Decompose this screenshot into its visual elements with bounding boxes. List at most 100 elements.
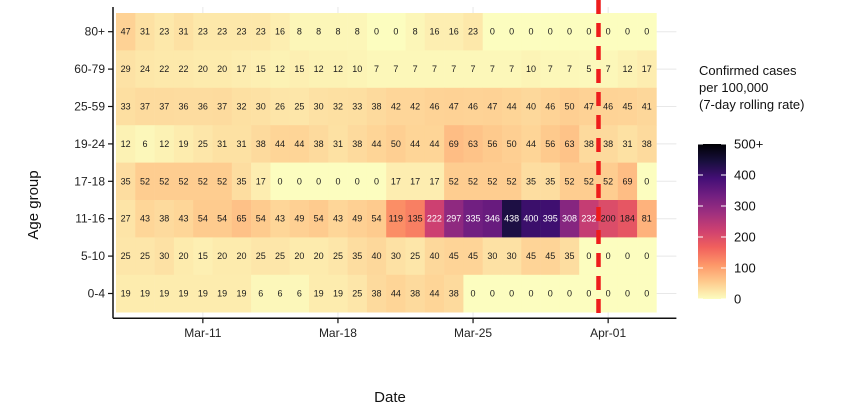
cell-value-label: 12 (121, 139, 131, 149)
cell-value-label: 0 (374, 27, 379, 37)
cell-value-label: 45 (622, 102, 632, 112)
heatmap-cell (231, 13, 252, 51)
heatmap-cell (521, 87, 541, 126)
cell-value-label: 45 (545, 251, 555, 261)
heatmap-cell (521, 162, 541, 201)
heatmap-cell (173, 200, 194, 238)
heatmap-cell (135, 200, 155, 238)
cell-value-label: 23 (159, 27, 169, 37)
heatmap-cell (463, 13, 483, 51)
cell-value-label: 42 (391, 102, 401, 112)
heatmap-cell (559, 125, 580, 163)
heatmap-cell (521, 237, 541, 276)
y-tick-label: 0-4 (88, 287, 106, 301)
cell-value-label: 232 (581, 214, 596, 224)
cell-value-label: 7 (471, 64, 476, 74)
cell-value-label: 31 (622, 139, 632, 149)
cell-value-label: 7 (432, 64, 437, 74)
cell-value-label: 44 (429, 289, 439, 299)
heatmap-cell (463, 50, 483, 89)
cell-value-label: 23 (217, 27, 227, 37)
cell-value-label: 0 (355, 176, 360, 186)
heatmap-cell (347, 237, 368, 276)
legend-title-line: Confirmed cases (699, 63, 797, 78)
heatmap-cell (212, 13, 233, 51)
cell-value-label: 25 (121, 251, 131, 261)
heatmap-cell (135, 87, 155, 126)
cell-value-label: 35 (526, 176, 536, 186)
cell-value-label: 7 (393, 64, 398, 74)
x-tick-label: Mar-18 (319, 326, 357, 340)
y-tick-label: 60-79 (74, 62, 105, 76)
cell-value-label: 7 (606, 64, 611, 74)
heatmap-cell (540, 50, 561, 89)
legend-tick-label: 0 (734, 292, 741, 307)
heatmap-cell (366, 13, 387, 51)
cell-value-label: 26 (275, 102, 285, 112)
heatmap-cell (482, 162, 503, 201)
cell-value-label: 17 (236, 64, 246, 74)
cell-value-label: 23 (256, 27, 266, 37)
cell-value-label: 222 (427, 214, 442, 224)
cell-value-label: 184 (620, 214, 635, 224)
heatmap-cell (502, 50, 522, 89)
heatmap-cell (212, 50, 233, 89)
heatmap-cell (444, 274, 464, 313)
heatmap-cell (502, 274, 522, 313)
cell-value-label: 35 (121, 176, 131, 186)
cell-value-label: 36 (179, 102, 189, 112)
cell-value-label: 38 (256, 139, 266, 149)
heatmap-cell (231, 200, 252, 238)
heatmap-cell (598, 13, 619, 51)
heatmap-cell (424, 125, 445, 163)
heatmap-cell (289, 237, 310, 276)
heatmap-cell (366, 162, 387, 201)
cell-value-label: 38 (584, 139, 594, 149)
heatmap-cell (173, 237, 194, 276)
heatmap-cell (598, 87, 619, 126)
heatmap-cell (637, 50, 657, 89)
cell-value-label: 25 (333, 251, 343, 261)
heatmap-cell (309, 274, 329, 313)
cell-value-label: 0 (278, 176, 283, 186)
cell-value-label: 7 (413, 64, 418, 74)
cell-value-label: 17 (429, 176, 439, 186)
heatmap-cell (482, 50, 503, 89)
heatmap-cell (482, 274, 503, 313)
heatmap-cell (347, 274, 368, 313)
cell-value-label: 25 (140, 251, 150, 261)
cell-value-label: 40 (429, 251, 439, 261)
heatmap-cell (193, 50, 213, 89)
heatmap-cell (637, 162, 657, 201)
heatmap-cell (405, 274, 426, 313)
heatmap-cell (579, 50, 599, 89)
cell-value-label: 31 (333, 139, 343, 149)
cell-value-label: 42 (410, 102, 420, 112)
heatmap-cell (347, 13, 368, 51)
cell-value-label: 19 (140, 289, 150, 299)
heatmap-cell (637, 125, 657, 163)
cell-value-label: 44 (429, 139, 439, 149)
heatmap-cell (270, 200, 290, 238)
y-tick-label: 11-16 (75, 212, 105, 226)
heatmap-cell (154, 200, 175, 238)
heatmap-cell (502, 87, 522, 126)
heatmap-cell (579, 162, 599, 201)
heatmap-cell (173, 50, 194, 89)
heatmap-cell (231, 50, 252, 89)
heatmap-cell (540, 274, 561, 313)
heatmap-cell (193, 200, 213, 238)
cell-value-label: 40 (526, 102, 536, 112)
x-tick-label: Mar-25 (454, 326, 492, 340)
cell-value-label: 35 (545, 176, 555, 186)
heatmap-cell (424, 13, 445, 51)
heatmap-cell (116, 125, 136, 163)
cell-value-label: 49 (352, 214, 362, 224)
heatmap-cell (386, 50, 406, 89)
heatmap-cell (270, 125, 290, 163)
cell-value-label: 56 (545, 139, 555, 149)
heatmap-cell (559, 13, 580, 51)
legend-tick-label: 200 (734, 230, 756, 245)
y-tick-label: 17-18 (74, 174, 105, 188)
heatmap-cell (309, 200, 329, 238)
